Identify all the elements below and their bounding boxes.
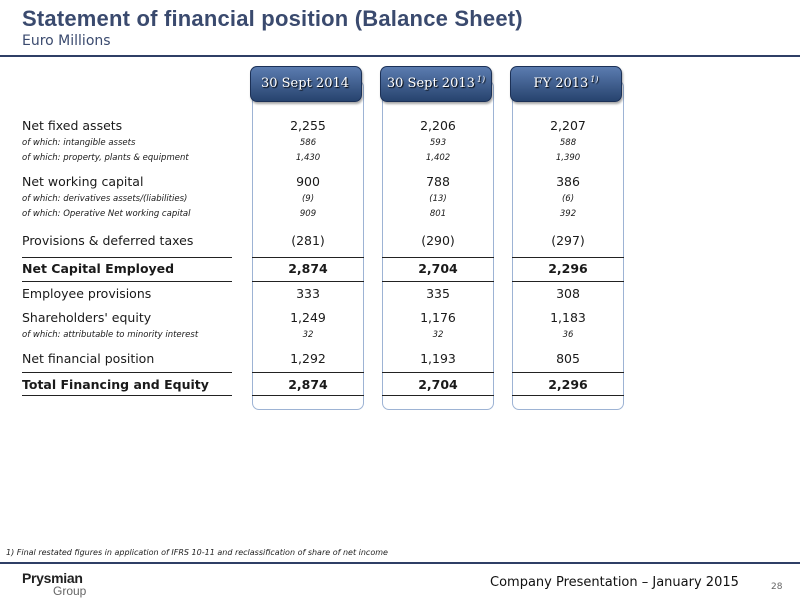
column-header-fy-2013: FY 2013 1) (510, 66, 622, 102)
cell-value: 2,255 (290, 118, 326, 133)
page-subtitle: Euro Millions (22, 33, 111, 49)
cell-value: 333 (296, 286, 320, 301)
row-label: Provisions & deferred taxes (22, 233, 194, 248)
cell-value: 1,430 (295, 153, 321, 163)
row-divider (252, 257, 364, 258)
cell-value: (281) (291, 233, 325, 248)
row-divider (512, 257, 624, 258)
column-header-label: FY 2013 (533, 76, 589, 91)
cell-value: 2,206 (420, 118, 456, 133)
column-header-sept-2013: 30 Sept 2013 1) (380, 66, 492, 102)
cell-value: 2,296 (548, 261, 588, 276)
cell-value: 32 (432, 330, 444, 340)
row-divider (382, 372, 494, 373)
column-frame-3 (512, 80, 624, 410)
row-divider (512, 281, 624, 282)
row-label: Net fixed assets (22, 118, 123, 133)
cell-value: 1,390 (555, 153, 581, 163)
cell-value: 308 (556, 286, 580, 301)
company-logo: Prysmian Group (22, 570, 92, 598)
cell-value: 900 (296, 174, 320, 189)
logo-subtext: Group (53, 584, 87, 598)
row-label: Net working capital (22, 174, 144, 189)
footer-text: Company Presentation – January 2015 (490, 575, 739, 590)
row-label: Total Financing and Equity (22, 377, 209, 392)
cell-value: 335 (426, 286, 450, 301)
cell-value: 1,193 (420, 351, 456, 366)
row-label: of which: attributable to minority inter… (22, 330, 199, 340)
row-label: Shareholders' equity (22, 310, 152, 325)
cell-value: 386 (556, 174, 580, 189)
cell-value: (290) (421, 233, 455, 248)
row-divider (512, 395, 624, 396)
cell-value: 2,704 (418, 261, 458, 276)
row-divider (382, 257, 494, 258)
cell-value: (6) (561, 194, 575, 204)
cell-value: (9) (301, 194, 315, 204)
cell-value: 2,704 (418, 377, 458, 392)
column-header-note: 1) (476, 74, 486, 84)
column-header-label: 30 Sept 2013 (386, 76, 475, 91)
page-number: 28 (771, 582, 783, 592)
cell-value: 909 (299, 209, 317, 219)
cell-value: 32 (302, 330, 314, 340)
row-label: of which: Operative Net working capital (22, 209, 191, 219)
page-title: Statement of financial position (Balance… (22, 6, 523, 31)
cell-value: 2,874 (288, 261, 328, 276)
header-divider (0, 55, 800, 57)
row-divider (252, 395, 364, 396)
row-divider (22, 395, 232, 396)
cell-value: 392 (559, 209, 577, 219)
row-divider (382, 281, 494, 282)
cell-value: 805 (556, 351, 580, 366)
column-frame-1 (252, 80, 364, 410)
column-header-note: 1) (590, 74, 599, 84)
cell-value: (13) (429, 194, 447, 204)
column-header-label: 30 Sept 2014 (260, 76, 350, 91)
cell-value: 801 (429, 209, 447, 219)
row-label: of which: property, plants & equipment (22, 153, 189, 163)
logo-text: Prysmian (22, 570, 83, 586)
cell-value: 1,176 (420, 310, 456, 325)
column-frame-2 (382, 80, 494, 410)
row-divider (512, 372, 624, 373)
cell-value: 1,402 (425, 153, 451, 163)
cell-value: 2,296 (548, 377, 588, 392)
footnote: 1) Final restated figures in application… (6, 548, 388, 557)
cell-value: 1,183 (550, 310, 586, 325)
cell-value: 588 (559, 138, 577, 148)
row-divider (252, 372, 364, 373)
row-label: of which: derivatives assets/(liabilitie… (22, 194, 188, 204)
row-divider (382, 395, 494, 396)
row-divider (22, 281, 232, 282)
cell-value: 593 (429, 138, 447, 148)
cell-value: 788 (426, 174, 450, 189)
row-label: of which: intangible assets (22, 138, 136, 148)
row-divider (252, 281, 364, 282)
row-label: Employee provisions (22, 286, 152, 301)
cell-value: 1,292 (290, 351, 326, 366)
cell-value: 586 (299, 138, 317, 148)
row-label: Net financial position (22, 351, 155, 366)
cell-value: (297) (551, 233, 585, 248)
footer-divider (0, 562, 800, 564)
column-header-sept-2014: 30 Sept 2014 (250, 66, 362, 102)
cell-value: 1,249 (290, 310, 326, 325)
cell-value: 36 (562, 330, 574, 340)
row-divider (22, 372, 232, 373)
cell-value: 2,874 (288, 377, 328, 392)
row-divider (22, 257, 232, 258)
cell-value: 2,207 (550, 118, 586, 133)
row-label: Net Capital Employed (22, 261, 175, 276)
